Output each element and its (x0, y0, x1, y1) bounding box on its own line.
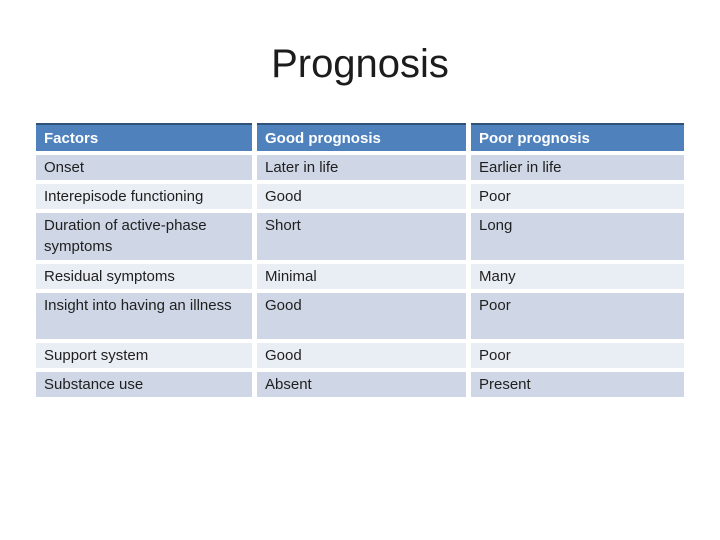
cell-good: Later in life (257, 155, 466, 180)
table-header-row: Factors Good prognosis Poor prognosis (36, 123, 684, 151)
cell-factor: Onset (36, 155, 252, 180)
table-row: Duration of active-phase symptoms Short … (36, 213, 684, 260)
cell-factor: Substance use (36, 372, 252, 397)
cell-factor: Insight into having an illness (36, 293, 252, 339)
cell-good: Short (257, 213, 466, 260)
table-row: Interepisode functioning Good Poor (36, 184, 684, 209)
cell-poor: Poor (471, 293, 684, 339)
cell-factor: Duration of active-phase symptoms (36, 213, 252, 260)
cell-poor: Present (471, 372, 684, 397)
cell-poor: Earlier in life (471, 155, 684, 180)
table-row: Substance use Absent Present (36, 372, 684, 397)
header-cell-poor-prognosis: Poor prognosis (471, 123, 684, 151)
table-row: Onset Later in life Earlier in life (36, 155, 684, 180)
cell-factor: Support system (36, 343, 252, 368)
slide-title: Prognosis (271, 42, 449, 86)
table-row: Support system Good Poor (36, 343, 684, 368)
cell-poor: Poor (471, 343, 684, 368)
cell-good: Absent (257, 372, 466, 397)
cell-factor: Interepisode functioning (36, 184, 252, 209)
table-row: Residual symptoms Minimal Many (36, 264, 684, 289)
cell-good: Minimal (257, 264, 466, 289)
cell-good: Good (257, 184, 466, 209)
prognosis-table: Factors Good prognosis Poor prognosis On… (31, 119, 689, 401)
table-row: Insight into having an illness Good Poor (36, 293, 684, 339)
cell-poor: Long (471, 213, 684, 260)
cell-poor: Many (471, 264, 684, 289)
header-cell-factors: Factors (36, 123, 252, 151)
header-cell-good-prognosis: Good prognosis (257, 123, 466, 151)
cell-good: Good (257, 293, 466, 339)
cell-poor: Poor (471, 184, 684, 209)
cell-good: Good (257, 343, 466, 368)
cell-factor: Residual symptoms (36, 264, 252, 289)
